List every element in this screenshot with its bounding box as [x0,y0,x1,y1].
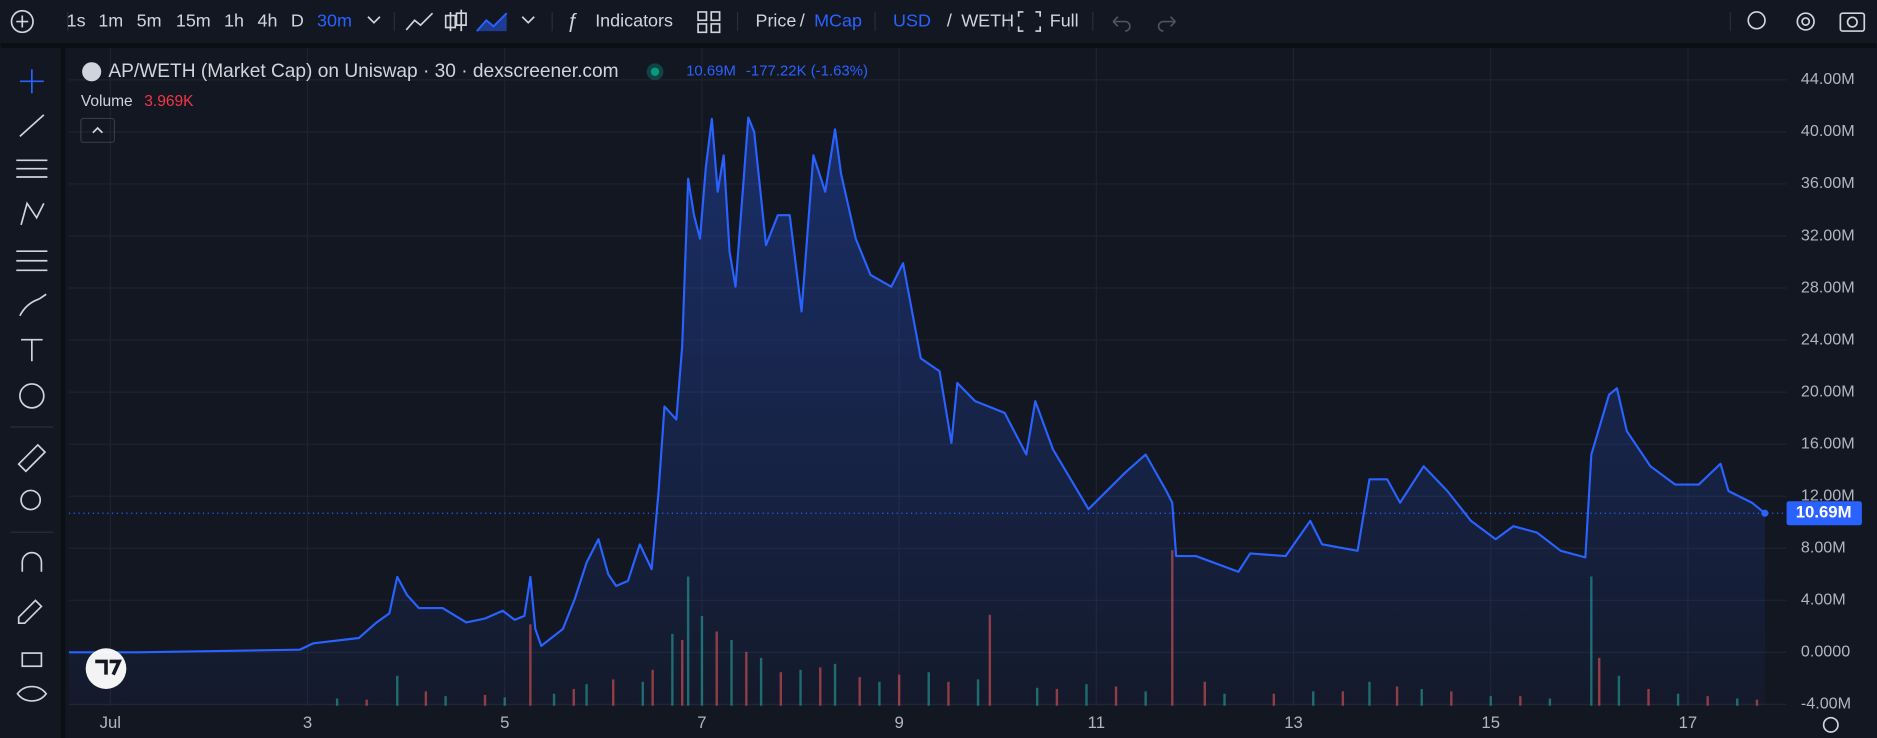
y-tick-label: 0.0000 [1801,643,1850,661]
plus [16,15,29,28]
full-button[interactable]: Full [1050,10,1079,30]
settings-icon[interactable] [1796,12,1815,31]
style-dropdown[interactable] [521,16,535,24]
x-tick-label: Jul [100,713,121,732]
x-tick-label: 11 [1088,713,1105,732]
token-icon [82,62,102,82]
trendline-tool[interactable] [19,114,45,137]
fx-icon[interactable]: ƒ [567,10,578,32]
y-tick-label: 44.00M [1801,70,1855,88]
interval-button[interactable]: 15m [176,10,211,30]
y-tick-label: 28.00M [1801,278,1855,296]
alert-icon[interactable] [1747,11,1766,30]
top-toolbar [0,0,1877,44]
collapse-button[interactable] [80,117,115,143]
y-tick-label: 40.00M [1801,122,1855,140]
y-tick-label: 24.00M [1801,330,1855,348]
magnet-tool[interactable] [21,551,43,572]
collapse-caret [92,126,104,134]
tool-separators [10,426,54,533]
y-tick-label: 16.00M [1801,434,1855,452]
interval-dropdown[interactable] [367,16,381,24]
add-symbol-icon[interactable] [10,9,34,34]
area-fill [68,117,1765,706]
volume-label: Volume [81,93,133,110]
pattern-tool[interactable] [20,201,45,226]
x-tick-label: 3 [303,713,312,732]
status-dot [650,67,660,76]
x-tick-label: 9 [894,713,903,732]
brush-tool[interactable] [19,293,47,317]
y-tick-label: 32.00M [1801,226,1855,244]
settings-core [1801,17,1811,26]
lock-draw-tool[interactable] [17,599,43,625]
undo-icon[interactable] [1112,16,1131,32]
chart-title: AP/WETH (Market Cap) on Uniswap · 30 · d… [108,61,618,82]
projection-tool[interactable] [16,250,48,272]
mcap-toggle[interactable]: MCap [814,10,862,30]
x-tick-label: 17 [1679,713,1698,732]
x-tick-label: 13 [1284,713,1303,732]
y-tick-label: 12.00M [1801,486,1855,504]
visibility-tool[interactable] [16,685,48,702]
logo-mark [95,659,122,676]
interval-button[interactable]: 1m [98,10,123,30]
legend-value: 10.69M [686,63,736,80]
area-icon[interactable] [476,13,507,32]
legend-change: -177.22K (-1.63%) [746,63,868,80]
texts: AP/WETH (Market Cap) on Uniswap · 30 · d… [81,10,1079,110]
price-tag [1786,501,1862,526]
redo-icon[interactable] [1157,16,1176,32]
axis-settings-icon[interactable] [1822,716,1839,733]
fullscreen-icon[interactable] [1017,11,1042,32]
y-tick-label: 8.00M [1801,539,1846,557]
text-tool[interactable] [21,338,43,362]
price-toggle[interactable]: Price [755,10,796,30]
volume-value: 3.969K [144,93,194,110]
usd-toggle[interactable]: USD [893,10,931,30]
y-tick-label: 36.00M [1801,174,1855,192]
interval-button[interactable]: 1s [67,10,86,30]
toolbar-separators [67,11,1731,32]
x-tick-label: 7 [697,713,706,732]
interval-button[interactable]: D [291,10,304,30]
side-divider [60,47,66,738]
separator: / [947,10,952,30]
x-tick-label: 5 [500,713,509,732]
camera-icon[interactable] [1839,12,1866,32]
y-tick-label: 20.00M [1801,382,1855,400]
lock-tool[interactable] [21,652,43,668]
camera-lens [1846,16,1858,28]
crosshair-tool[interactable] [19,69,44,94]
toolbar-divider [0,43,1877,48]
fib-tool[interactable] [16,159,48,178]
separator: / [800,10,805,30]
y-tick-label: 4.00M [1801,591,1846,609]
plot-area [68,47,1787,706]
toolbar-icons: ƒ [10,9,1866,34]
interval-button[interactable]: 30m [317,10,352,30]
y-tick-label: -4.00M [1801,695,1851,713]
weth-toggle[interactable]: WETH [961,10,1014,30]
drawing-tools [10,62,1839,733]
price-line [68,116,1766,654]
line-type-icon[interactable] [405,12,434,31]
interval-button[interactable]: 4h [258,10,278,30]
candle-icon[interactable] [444,9,467,32]
zoom-tool[interactable] [20,489,42,511]
layout-icon[interactable] [697,11,721,34]
price-tag-label: 10.69M [1796,503,1852,522]
indicators-button[interactable]: Indicators [595,10,673,30]
area-icon-line [476,12,508,32]
interval-button[interactable]: 1h [224,10,244,30]
last-point [1761,509,1769,517]
interval-button[interactable]: 5m [137,10,162,30]
ruler-tool[interactable] [17,443,47,473]
emoji-tool[interactable] [19,383,45,409]
x-tick-label: 15 [1481,713,1500,732]
